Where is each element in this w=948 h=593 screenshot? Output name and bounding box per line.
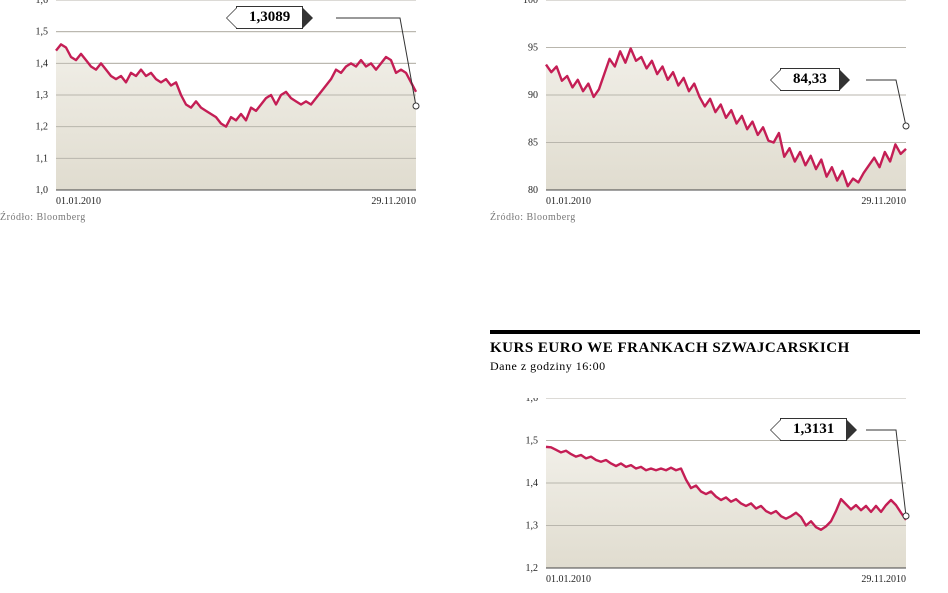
x-tick-label: 29.11.2010 xyxy=(861,196,906,207)
x-tick-label: 01.01.2010 xyxy=(56,196,101,207)
chart-eur-usd: 1,0 1,1 1,2 1,3 1,4 1,5 1,6 01.01.2010 29.11.201… xyxy=(0,0,430,210)
y-tick-label: 1,4 xyxy=(36,58,49,69)
y-tick-label: 85 xyxy=(528,138,538,149)
x-tick-label: 29.11.2010 xyxy=(861,574,906,585)
chart-title: KURS EURO WE FRANKACH SZWAJCARSKICH xyxy=(490,340,920,357)
y-tick-label: 1,6 xyxy=(526,398,539,404)
source-label: Źródło: Bloomberg xyxy=(0,212,86,223)
y-tick-label: 100 xyxy=(523,0,538,6)
callout-endpoint xyxy=(903,513,909,519)
chart-eur-jpy-idx: 8085909510001.01.201029.11.201084,33Źród… xyxy=(490,0,920,210)
y-tick-label: 80 xyxy=(528,185,538,196)
y-tick-label: 1,3 xyxy=(36,90,49,101)
chart-subtitle: Dane z godziny 16:00 xyxy=(490,359,920,374)
x-tick-label: 29.11.2010 xyxy=(371,196,416,207)
x-tick-label: 01.01.2010 xyxy=(546,196,591,207)
callout-leader xyxy=(866,80,906,126)
chart-eur-chf: 1,21,31,41,51,601.01.201029.11.20101,313… xyxy=(490,398,920,588)
callout-leader xyxy=(866,430,906,516)
y-tick-label: 90 xyxy=(528,90,538,101)
source-label: Źródło: Bloomberg xyxy=(490,212,576,223)
chart-svg: 80 85 90 95 100 01.01.2010 29.11.2010 xyxy=(490,0,920,210)
y-tick-label: 1,4 xyxy=(526,478,539,489)
title-rule xyxy=(490,330,920,334)
chart-svg: 1,0 1,1 1,2 1,3 1,4 1,5 1,6 01.01.2010 29.11.201… xyxy=(0,0,430,210)
y-tick-label: 1,2 xyxy=(526,563,539,574)
callout-endpoint xyxy=(413,103,419,109)
y-tick-label: 1,6 xyxy=(36,0,49,6)
x-tick-label: 01.01.2010 xyxy=(546,574,591,585)
y-tick-label: 95 xyxy=(528,43,538,54)
y-tick-label: 1,3 xyxy=(526,521,539,532)
area-fill xyxy=(56,44,416,190)
y-tick-label: 1,5 xyxy=(526,436,539,447)
y-tick-label: 1,2 xyxy=(36,122,49,133)
chart-svg: 1,2 1,3 1,4 1,5 1,6 01.01.2010 29.11.2010 xyxy=(490,398,920,588)
chart-title-block: KURS EURO WE FRANKACH SZWAJCARSKICH Dane … xyxy=(490,330,920,374)
area-fill xyxy=(546,48,906,190)
y-tick-label: 1,0 xyxy=(36,185,49,196)
callout-endpoint xyxy=(903,123,909,129)
y-tick-label: 1,5 xyxy=(36,27,49,38)
y-tick-label: 1,1 xyxy=(36,153,49,164)
